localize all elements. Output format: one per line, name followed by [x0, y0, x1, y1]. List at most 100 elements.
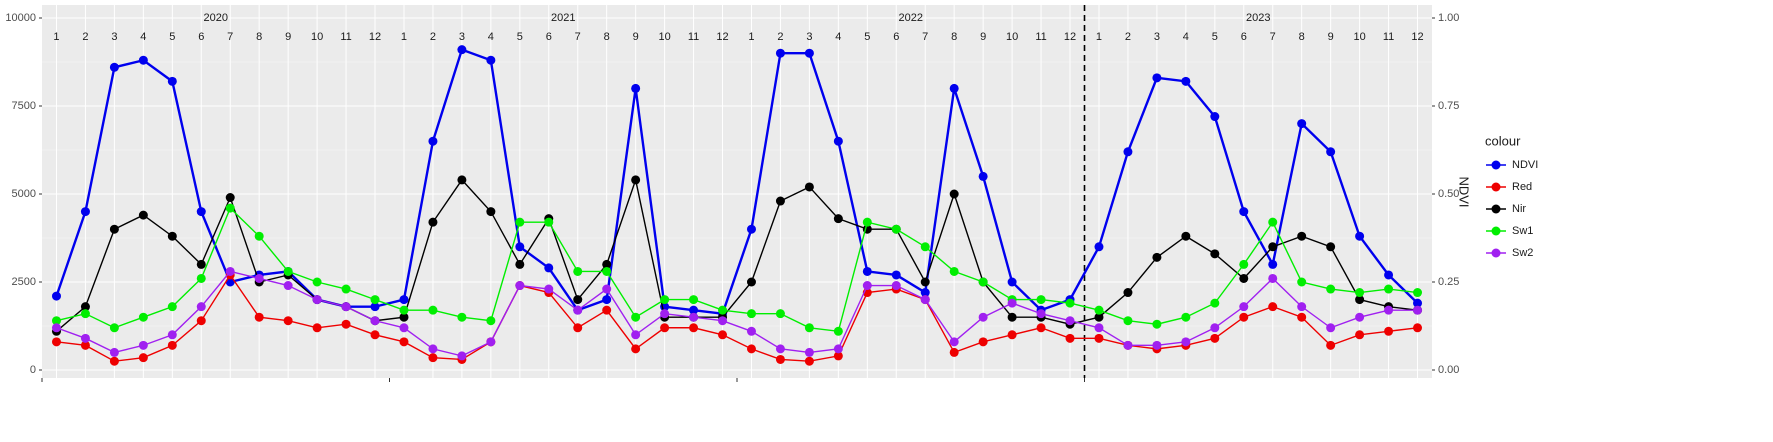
point	[949, 266, 959, 276]
point	[602, 295, 612, 305]
month-label: 4	[1183, 31, 1189, 43]
legend-label: Sw2	[1512, 247, 1533, 259]
point	[833, 351, 843, 361]
point	[1007, 330, 1017, 340]
month-label: 7	[1270, 31, 1276, 43]
point	[718, 330, 728, 340]
point	[283, 316, 293, 326]
point	[1384, 270, 1394, 280]
point	[718, 316, 728, 326]
month-label: 8	[951, 31, 957, 43]
point	[1094, 323, 1104, 333]
point	[428, 353, 438, 363]
point	[978, 337, 988, 347]
y-tick-label: 0	[30, 364, 36, 376]
point	[631, 344, 641, 354]
month-label: 6	[198, 31, 204, 43]
month-label: 2	[430, 31, 436, 43]
point	[1181, 76, 1191, 86]
point	[1007, 312, 1017, 322]
point	[428, 305, 438, 315]
month-label: 9	[285, 31, 291, 43]
month-label: 1	[1096, 31, 1102, 43]
point	[515, 259, 525, 269]
point	[1094, 305, 1104, 315]
month-label: 6	[546, 31, 552, 43]
month-label: 10	[1006, 31, 1018, 43]
point	[775, 344, 785, 354]
point	[138, 55, 148, 65]
point	[746, 326, 756, 336]
point	[254, 273, 264, 283]
point	[167, 340, 177, 350]
point	[138, 340, 148, 350]
point	[573, 266, 583, 276]
month-label: 3	[111, 31, 117, 43]
point	[689, 312, 699, 322]
point	[515, 281, 525, 291]
point	[515, 242, 525, 252]
year-label: 2020	[204, 12, 228, 24]
point	[1239, 302, 1249, 312]
point	[486, 316, 496, 326]
point	[949, 83, 959, 93]
series-line	[55, 48, 1419, 315]
month-label: 3	[459, 31, 465, 43]
point	[862, 281, 872, 291]
month-label: 1	[53, 31, 59, 43]
point	[1413, 305, 1423, 315]
point	[631, 83, 641, 93]
point	[312, 323, 322, 333]
month-label: 12	[716, 31, 728, 43]
point	[949, 189, 959, 199]
point	[283, 266, 293, 276]
point	[399, 312, 409, 322]
month-label: 11	[1035, 31, 1046, 43]
point	[1065, 298, 1075, 308]
point	[1413, 288, 1423, 298]
point	[341, 319, 351, 329]
y-tick-label: 7500	[12, 100, 36, 112]
month-label: 3	[806, 31, 812, 43]
point	[428, 136, 438, 146]
series-line	[56, 273, 1418, 362]
legend-point	[1491, 182, 1501, 192]
point	[1181, 337, 1191, 347]
point	[631, 312, 641, 322]
point	[544, 284, 554, 294]
point	[1268, 259, 1278, 269]
point	[1355, 312, 1365, 322]
month-label: 9	[633, 31, 639, 43]
point	[746, 344, 756, 354]
month-label: 12	[1064, 31, 1076, 43]
point	[80, 333, 90, 343]
point	[225, 203, 235, 213]
month-label: 11	[1383, 31, 1394, 43]
point	[1210, 333, 1220, 343]
month-label: 11	[340, 31, 351, 43]
point	[196, 273, 206, 283]
month-label: 6	[893, 31, 899, 43]
point	[1123, 340, 1133, 350]
month-label: 1	[748, 31, 754, 43]
point	[80, 340, 90, 350]
point	[1152, 73, 1162, 83]
point	[80, 302, 90, 312]
point	[602, 305, 612, 315]
point	[746, 309, 756, 319]
point	[1210, 298, 1220, 308]
point	[1413, 298, 1423, 308]
point	[167, 76, 177, 86]
legend-point	[1491, 248, 1501, 258]
point	[486, 207, 496, 217]
month-label: 7	[922, 31, 928, 43]
point	[254, 231, 264, 241]
point	[109, 62, 119, 72]
point	[804, 323, 814, 333]
month-label: 7	[227, 31, 233, 43]
point	[833, 214, 843, 224]
point	[804, 356, 814, 366]
y2-tick-label: 0.75	[1438, 100, 1459, 112]
point	[775, 309, 785, 319]
point	[862, 266, 872, 276]
